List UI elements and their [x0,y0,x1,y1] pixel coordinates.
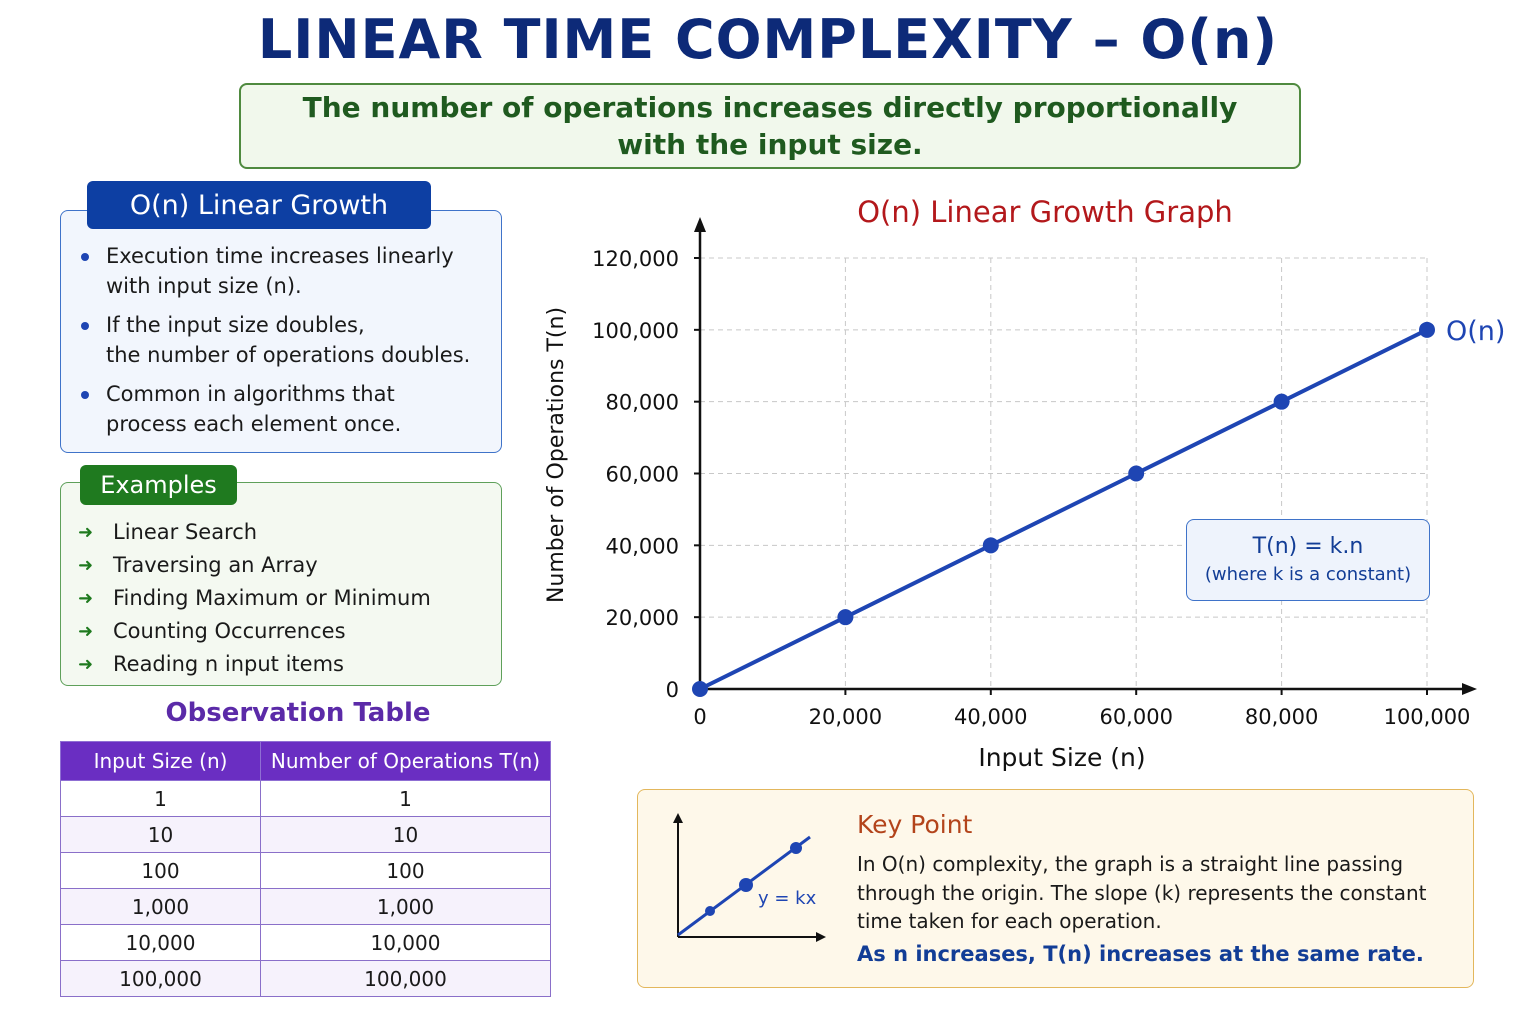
data-point [692,681,708,697]
table-cell: 100 [260,852,551,889]
data-point [982,537,999,554]
x-tick-label: 20,000 [809,705,882,729]
growth-bullet: Execution time increases linearly with in… [81,241,496,301]
bullet-icon [81,322,89,330]
mini-label: y = kx [758,888,817,909]
key-point-text: In O(n) complexity, the graph is a strai… [857,852,1427,933]
table-row: 10,000 10,000 [60,924,551,961]
x-axis-arrow-icon [1462,683,1477,695]
y-axis-arrow-icon [694,217,706,232]
linear-growth-panel: Execution time increases linearly with in… [60,210,502,453]
x-axis-label: Input Size (n) [978,743,1145,772]
page-title: LINEAR TIME COMPLEXITY – O(n) [257,8,1279,71]
mini-point [705,906,715,916]
arrow-right-icon: ➜ [78,621,94,642]
data-point [1419,321,1435,338]
example-item: ➜ Reading n input items [78,648,431,681]
x-tick-label: 60,000 [1099,705,1172,729]
table-row: 1,000 1,000 [60,888,551,925]
data-point [837,609,854,626]
subtitle-line-2: with the input size. [617,128,923,161]
formula-note: (where k is a constant) [1204,564,1412,585]
growth-bullet: Common in algorithms that process each el… [81,379,496,439]
mini-point [790,842,802,854]
y-tick-label: 20,000 [606,606,679,630]
mini-linear-graph: y = kx [673,813,826,942]
x-tick-label: 80,000 [1245,705,1318,729]
examples-panel: ➜ Linear Search ➜ Traversing an Array ➜ Fin… [60,482,502,686]
subtitle-line-1: The number of operations increases direc… [302,91,1238,124]
y-tick-label: 0 [666,678,679,702]
y-axis-label: Number of Operations T(n) [544,307,569,603]
growth-bullet: If the input size doubles, the number of … [81,310,496,370]
table-row: 100 100 [60,852,551,889]
bullet-icon [81,391,89,399]
mini-point [739,878,753,892]
arrow-right-icon: ➜ [78,522,94,543]
table-cell: 10 [260,816,551,853]
y-tick-label: 120,000 [592,247,679,271]
key-point-box [637,789,1474,988]
y-tick-label: 60,000 [606,463,679,487]
data-point [1273,393,1290,410]
bullet-icon [81,253,89,261]
formula-text: T(n) = k.n [1252,534,1364,559]
observation-table-title: Observation Table [165,698,431,728]
table-cell: 100,000 [60,960,261,997]
table-cell: 100,000 [260,960,551,997]
y-tick-label: 80,000 [606,391,679,415]
key-point-title: Key Point [857,810,973,839]
table-cell: 100 [60,852,261,889]
y-tick-label: 40,000 [606,534,679,558]
observation-table: Input Size (n) Number of Operations T(n)… [60,741,551,997]
y-tick-label: 100,000 [592,319,679,343]
table-cell: 10,000 [260,924,551,961]
examples-header: Examples [80,465,237,505]
x-tick-label: 0 [693,705,706,729]
series-line [699,328,1428,691]
arrow-right-icon: ➜ [78,654,94,675]
subtitle-box: The number of operations increases direc… [239,83,1301,169]
table-cell: 1,000 [260,888,551,925]
table-cell: 1,000 [60,888,261,925]
arrow-right-icon: ➜ [78,588,94,609]
mini-x-arrow-icon [816,932,826,942]
x-tick-label: 40,000 [954,705,1027,729]
linear-growth-header: O(n) Linear Growth [87,181,431,229]
formula-box: T(n) = k.n (where k is a constant) [1186,519,1430,601]
example-item: ➜ Finding Maximum or Minimum [78,582,431,615]
mini-y-arrow-icon [673,813,683,823]
x-tick-label: 100,000 [1384,705,1471,729]
chart-title: O(n) Linear Growth Graph [857,195,1233,229]
example-item: ➜ Traversing an Array [78,549,431,582]
arrow-right-icon: ➜ [78,555,94,576]
example-item: ➜ Linear Search [78,516,431,549]
series-label: O(n) [1446,316,1505,347]
table-cell: 10,000 [60,924,261,961]
table-cell: 1 [260,780,551,817]
examples-list: ➜ Linear Search ➜ Traversing an Array ➜ Fin… [78,516,431,681]
table-header-cell: Input Size (n) [60,741,261,781]
table-cell: 1 [60,780,261,817]
table-row: 100,000 100,000 [60,960,551,997]
growth-bullet-list: Execution time increases linearly with in… [81,241,496,448]
key-point-emphasis: As n increases, T(n) increases at the sa… [857,942,1424,966]
example-item: ➜ Counting Occurrences [78,615,431,648]
data-point [1128,465,1145,482]
